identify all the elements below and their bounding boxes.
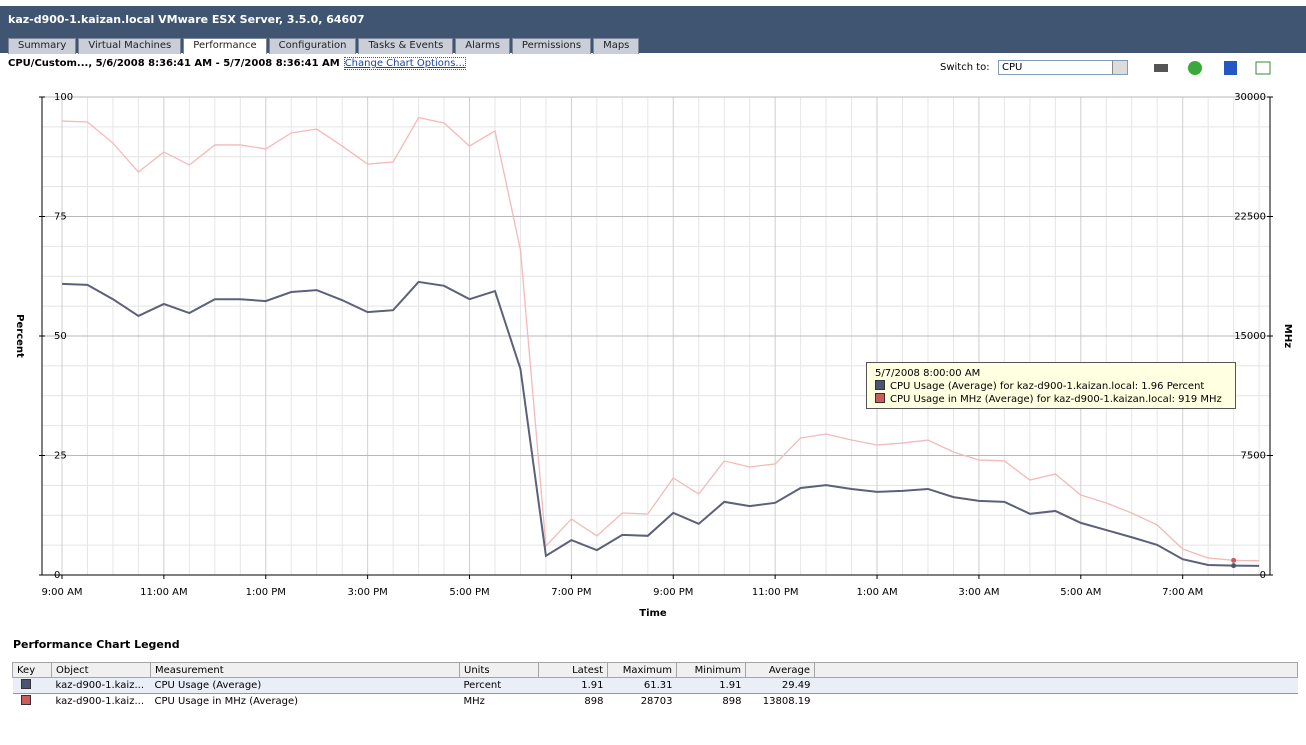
x-tick-label: 3:00 AM — [958, 587, 999, 598]
column-header: Object — [51, 662, 151, 678]
chart: 0255075100075001500022500300009:00 AM11:… — [14, 92, 1293, 619]
legend-cell: kaz-d900-1.kaiz... — [55, 696, 145, 707]
y2-tick-label: 15000 — [1234, 331, 1266, 342]
legend-cell: 898 — [584, 696, 604, 707]
x-tick-label: 11:00 PM — [752, 587, 799, 598]
legend-cell: 898 — [722, 696, 742, 707]
column-header: Average — [745, 662, 815, 678]
legend-cell: CPU Usage (Average) — [150, 677, 460, 694]
hover-point — [1231, 557, 1237, 563]
filler-cell — [814, 677, 1298, 694]
column-header: Maximum — [607, 662, 677, 678]
switch-value: CPU — [1002, 62, 1023, 73]
tooltip-key — [875, 380, 885, 390]
key-cell — [13, 694, 52, 710]
x-tick-label: 9:00 AM — [41, 587, 82, 598]
y2-tick-label: 7500 — [1241, 451, 1266, 462]
legend-cell: 61.31 — [607, 677, 677, 694]
tab[interactable]: Configuration — [268, 38, 357, 54]
legend-table: Key Object Measurement Units Latest Maximum Mi… — [12, 662, 1298, 709]
change-options-link[interactable]: Change Chart Options... — [343, 57, 466, 70]
y-axis-label: Percent — [14, 314, 25, 358]
legend-cell: Percent — [459, 677, 539, 694]
key-swatch — [20, 679, 31, 689]
legend-cell: kaz-d900-1.kaiz... — [51, 677, 151, 694]
column-header: Latest — [538, 662, 608, 678]
legend-cell: MHz — [463, 696, 485, 707]
tooltip-title: 5/7/2008 8:00:00 AM — [875, 368, 981, 379]
legend-header: Key Object Measurement Units Latest Maximum Mi… — [12, 662, 1298, 678]
tooltip: 5/7/2008 8:00:00 AM CPU Usage (Average) f… — [866, 362, 1236, 409]
x-tick-label: 1:00 AM — [856, 587, 897, 598]
tab[interactable]: Virtual Machines — [78, 38, 182, 54]
refresh-icon[interactable] — [1188, 61, 1202, 75]
filler-cell — [815, 694, 1298, 710]
header-title: kaz-d900-1.kaizan.local VMware ESX Serve… — [8, 13, 365, 26]
x-tick-label: 7:00 AM — [1162, 587, 1203, 598]
y2-tick-label: 22500 — [1234, 212, 1266, 223]
legend-cell: 1.91 — [676, 677, 746, 694]
legend-cell: 1.91 — [538, 677, 608, 694]
legend-row[interactable]: kaz-d900-1.kaiz... CPU Usage in MHz (Aver… — [13, 694, 1298, 710]
tab[interactable]: Tasks & Events — [358, 38, 454, 54]
tooltip-text: CPU Usage (Average) for kaz-d900-1.kaiza… — [890, 381, 1205, 392]
range-text: CPU/Custom..., 5/6/2008 8:36:41 AM - 5/7… — [8, 58, 340, 69]
tab[interactable]: Performance — [183, 38, 267, 54]
column-filler — [814, 662, 1298, 678]
x-tick-label: 5:00 AM — [1060, 587, 1101, 598]
x-axis-label: Time — [639, 608, 667, 619]
x-tick-label: 11:00 AM — [140, 587, 187, 598]
legend-cell: 29.49 — [745, 677, 815, 694]
popout-icon[interactable] — [1255, 61, 1271, 75]
y-tick-label: 25 — [54, 451, 67, 462]
x-tick-label: 1:00 PM — [246, 587, 286, 598]
switch-label: Switch to: — [940, 62, 990, 73]
column-header: Key — [12, 662, 52, 678]
legend-row[interactable]: kaz-d900-1.kaiz... CPU Usage (Average) Per… — [12, 677, 1298, 694]
tooltip-line: CPU Usage in MHz (Average) for kaz-d900-… — [875, 393, 1227, 406]
switch-select[interactable]: CPU — [998, 60, 1128, 75]
tab[interactable]: Alarms — [455, 38, 510, 54]
range: CPU/Custom..., 5/6/2008 8:36:41 AM - 5/7… — [8, 57, 466, 70]
legend-cell: CPU Usage in MHz (Average) — [154, 696, 299, 707]
column-header: Measurement — [150, 662, 460, 678]
hover-point — [1231, 563, 1237, 569]
toolbar-icons — [1154, 61, 1271, 75]
y2-tick-label: 30000 — [1234, 92, 1266, 103]
legend-cell: 28703 — [640, 696, 673, 707]
tab[interactable]: Permissions — [511, 38, 592, 54]
x-tick-label: 7:00 PM — [551, 587, 591, 598]
tooltip-key — [875, 393, 885, 403]
key-swatch — [20, 695, 31, 705]
key-cell — [12, 677, 52, 694]
tabs: Summary Virtual Machines Performance Config… — [8, 38, 641, 54]
toolbar: CPU/Custom..., 5/6/2008 8:36:41 AM - 5/7… — [0, 55, 1306, 79]
tab[interactable]: Summary — [8, 38, 77, 54]
y-tick-label: 100 — [54, 92, 73, 103]
series-line — [61, 280, 1260, 567]
tab[interactable]: Maps — [593, 38, 640, 54]
legend-title: Performance Chart Legend — [13, 638, 180, 651]
legend-cell: 13808.19 — [762, 696, 811, 707]
y-tick-label: 50 — [54, 331, 67, 342]
x-tick-label: 9:00 PM — [653, 587, 693, 598]
tooltip-line: CPU Usage (Average) for kaz-d900-1.kaiza… — [875, 380, 1227, 393]
header: kaz-d900-1.kaizan.local VMware ESX Serve… — [0, 6, 1306, 54]
save-icon[interactable] — [1224, 61, 1237, 75]
print-icon[interactable] — [1154, 64, 1168, 72]
column-header: Minimum — [676, 662, 746, 678]
tooltip-text: CPU Usage in MHz (Average) for kaz-d900-… — [890, 394, 1222, 405]
column-header: Units — [459, 662, 539, 678]
y2-axis-label: MHz — [1282, 324, 1293, 348]
dropdown-arrow — [1112, 61, 1127, 74]
x-tick-label: 3:00 PM — [347, 587, 387, 598]
series-line — [61, 116, 1260, 562]
y-tick-label: 75 — [54, 212, 67, 223]
x-tick-label: 5:00 PM — [449, 587, 489, 598]
